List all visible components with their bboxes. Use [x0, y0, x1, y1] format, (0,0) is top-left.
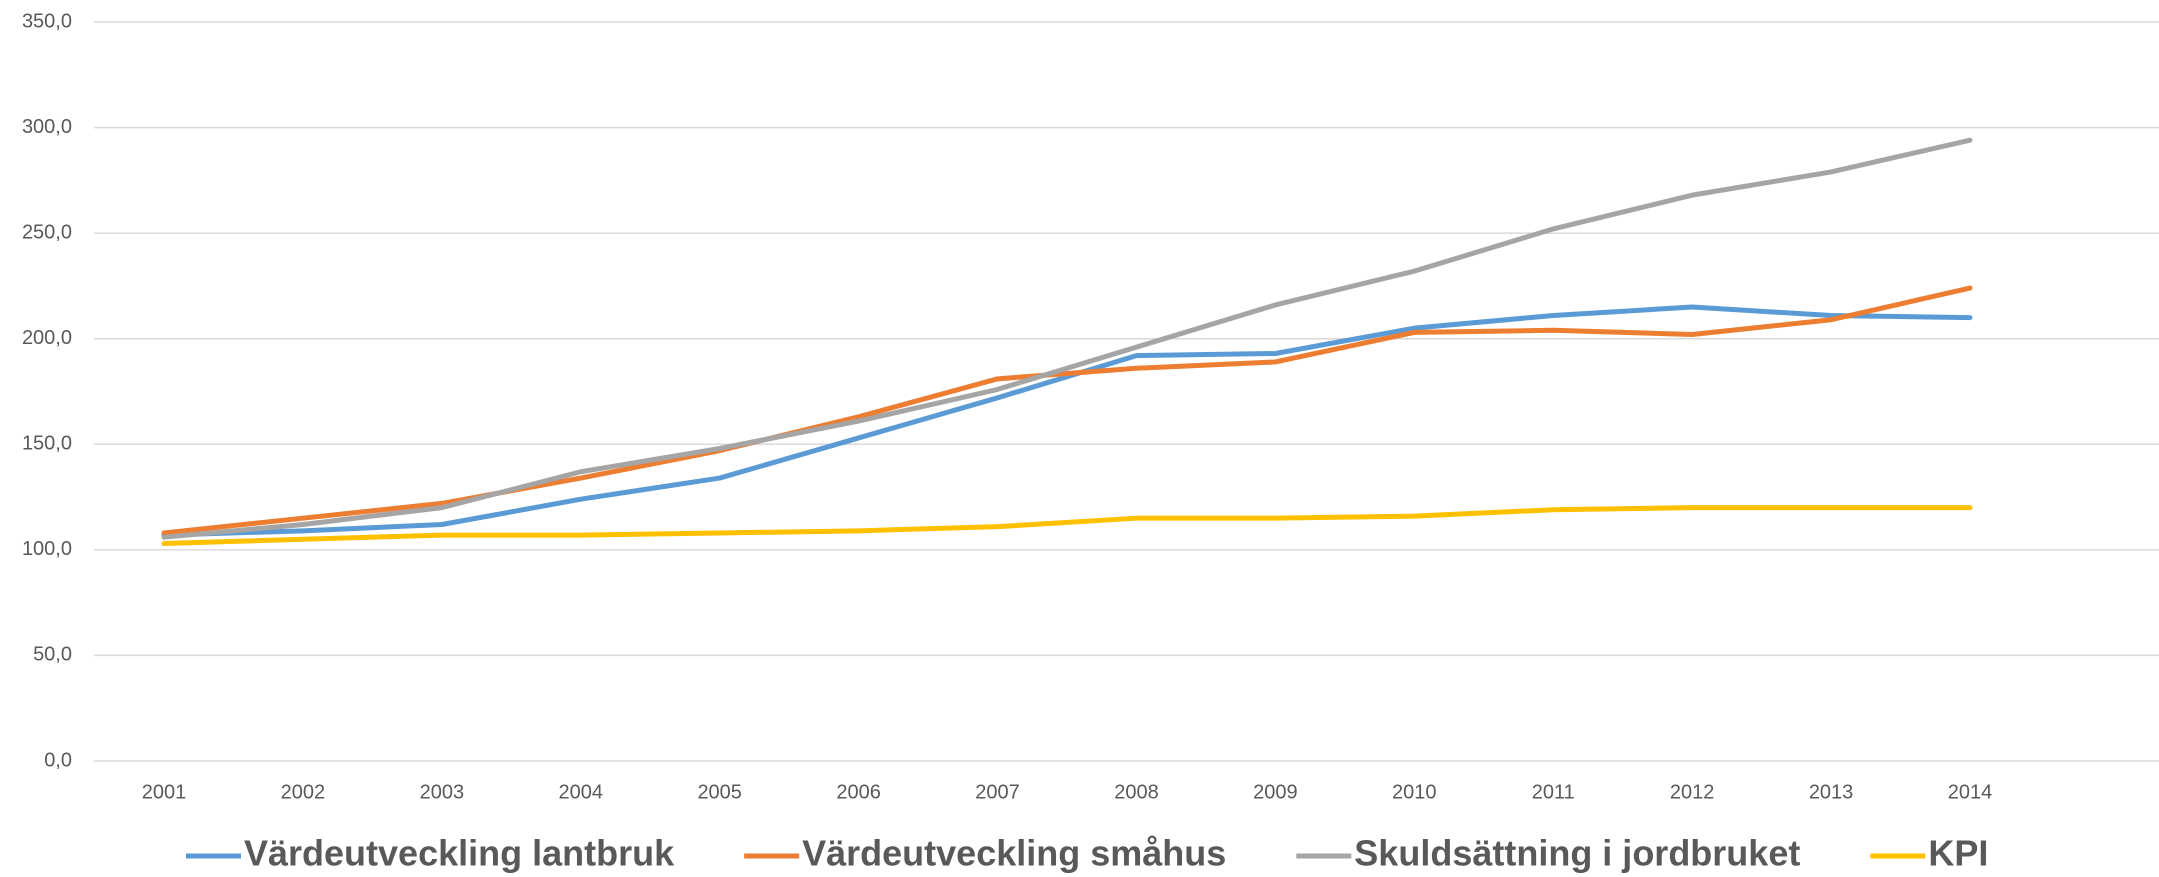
- x-tick-label: 2013: [1809, 781, 1854, 803]
- series-line: [161, 505, 1973, 547]
- y-tick-label: 300,0: [22, 116, 72, 138]
- x-tick-label: 2008: [1114, 781, 1159, 803]
- x-tick-label: 2002: [281, 781, 326, 803]
- y-tick-label: 150,0: [22, 433, 72, 455]
- y-tick-label: 50,0: [33, 644, 72, 666]
- y-tick-label: 200,0: [22, 327, 72, 349]
- series-line: [161, 137, 1973, 540]
- legend-label: Värdeutveckling småhus: [802, 833, 1226, 874]
- x-tick-label: 2007: [975, 781, 1020, 803]
- x-tick-label: 2004: [559, 781, 604, 803]
- x-tick-label: 2006: [836, 781, 881, 803]
- legend-label: Skuldsättning i jordbruket: [1354, 833, 1800, 874]
- x-tick-label: 2012: [1670, 781, 1715, 803]
- y-tick-label: 0,0: [44, 749, 72, 771]
- y-tick-label: 250,0: [22, 221, 72, 243]
- series-line: [161, 285, 1973, 536]
- legend-label: Värdeutveckling lantbruk: [244, 833, 675, 874]
- x-tick-label: 2011: [1532, 781, 1575, 803]
- x-tick-label: 2014: [1948, 781, 1993, 803]
- y-tick-label: 350,0: [22, 10, 72, 32]
- x-tick-label: 2010: [1392, 781, 1437, 803]
- x-tick-label: 2005: [697, 781, 742, 803]
- series-line: [161, 304, 1973, 538]
- x-tick-label: 2003: [420, 781, 465, 803]
- x-tick-label: 2009: [1253, 781, 1298, 803]
- legend-label: KPI: [1928, 833, 1988, 874]
- x-tick-label: 2001: [142, 781, 187, 803]
- y-tick-label: 100,0: [22, 538, 72, 560]
